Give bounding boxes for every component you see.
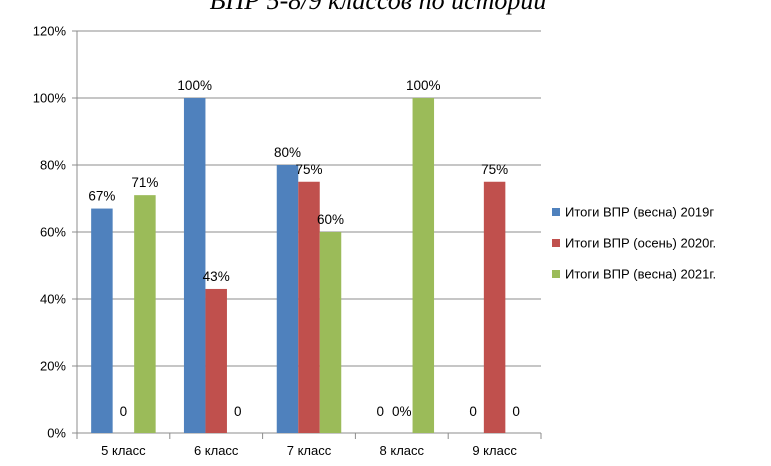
data-label: 100% <box>406 78 441 93</box>
bar <box>183 98 206 433</box>
data-label: 0% <box>392 404 412 419</box>
data-label: 0 <box>512 404 520 419</box>
data-label: 100% <box>177 78 212 93</box>
data-labels: 67% 100% 80% 0 0 0 43% 75% 0% 75% 71% 0 60% 100% 0 <box>88 78 519 419</box>
data-label: 0 <box>120 404 128 419</box>
bar <box>91 208 113 433</box>
legend-swatch <box>552 239 560 247</box>
data-label: 43% <box>203 269 230 284</box>
data-label: 75% <box>295 162 322 177</box>
legend-label: Итоги ВПР (весна) 2019г <box>565 205 714 220</box>
data-label: 0 <box>377 404 385 419</box>
y-tick-label: 60% <box>40 225 66 240</box>
x-category-label: 5 класс <box>101 443 146 458</box>
data-label: 60% <box>317 212 344 227</box>
bar <box>276 165 299 433</box>
data-label: 67% <box>88 189 115 204</box>
y-tick-label: 100% <box>33 91 67 106</box>
data-label: 0 <box>234 404 242 419</box>
data-label: 80% <box>274 145 301 160</box>
data-label: 0 <box>469 404 477 419</box>
x-category-label: 7 класс <box>287 443 332 458</box>
bars <box>91 98 506 433</box>
legend-swatch <box>552 208 560 216</box>
bar <box>205 288 227 433</box>
x-category-label: 9 класс <box>472 443 517 458</box>
legend-swatch <box>552 270 560 278</box>
legend-label: Итоги ВПР (осень) 2020г. <box>565 236 716 251</box>
chart-title: ВПР 5-8/9 классов по истории <box>210 0 547 15</box>
y-tick-label: 80% <box>40 158 66 173</box>
y-tick-label: 20% <box>40 359 66 374</box>
bar <box>483 181 506 433</box>
data-label: 71% <box>131 175 158 190</box>
bar <box>298 181 320 433</box>
bar <box>412 98 435 433</box>
y-tick-label: 0% <box>47 426 66 441</box>
x-category-label: 8 класс <box>380 443 425 458</box>
x-category-label: 6 класс <box>194 443 239 458</box>
data-label: 75% <box>481 162 508 177</box>
legend-label: Итоги ВПР (весна) 2021г. <box>565 267 716 282</box>
y-tick-label: 120% <box>33 24 67 39</box>
legend: Итоги ВПР (весна) 2019г Итоги ВПР (осень)… <box>552 205 716 282</box>
bar <box>134 195 156 433</box>
y-tick-label: 40% <box>40 292 66 307</box>
bar <box>319 232 342 433</box>
